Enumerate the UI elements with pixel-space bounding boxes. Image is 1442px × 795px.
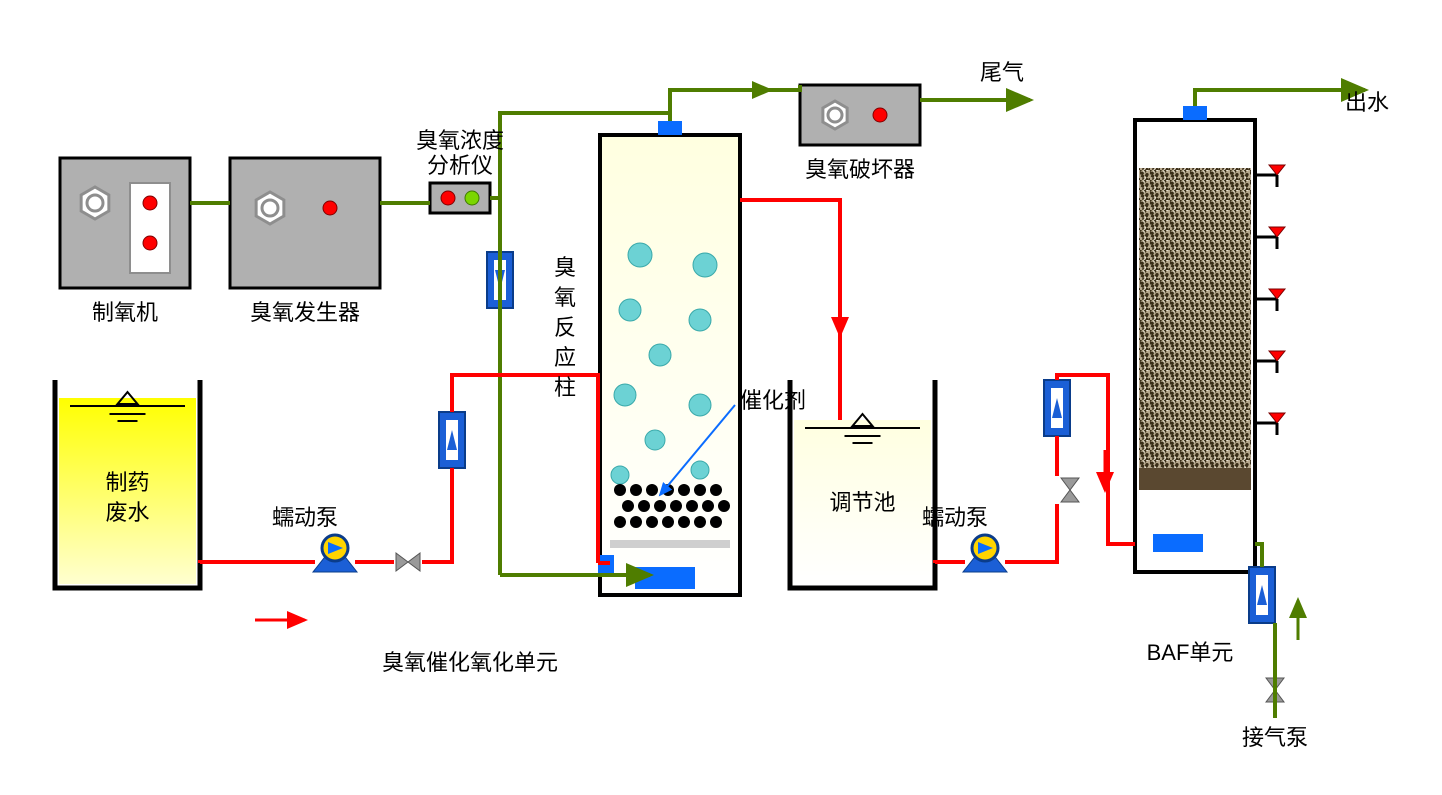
ozone-generator <box>230 158 380 288</box>
label-reactor-4: 柱 <box>554 375 576 400</box>
ozone-reactor-column <box>598 121 740 595</box>
flowmeter-air <box>1249 567 1275 623</box>
oxygen-generator <box>60 158 190 288</box>
label-exhaust: 尾气 <box>980 60 1024 85</box>
label-analyzer-2: 分析仪 <box>427 153 493 178</box>
label-catalyst: 催化剂 <box>740 388 806 413</box>
label-pump-2: 蠕动泵 <box>922 505 988 530</box>
label-reg-tank: 调节池 <box>829 490 895 515</box>
flowmeter-liquid-1 <box>439 412 465 468</box>
label-wastewater-1: 制药 <box>105 470 149 495</box>
label-reactor-2: 反 <box>554 315 576 340</box>
label-destroyer: 臭氧破坏器 <box>805 157 915 182</box>
label-reactor-1: 氧 <box>554 285 576 310</box>
label-air-pump: 接气泵 <box>1242 725 1308 750</box>
label-reactor-0: 臭 <box>554 255 576 280</box>
label-wastewater-2: 废水 <box>105 500 149 525</box>
label-ozone-gen: 臭氧发生器 <box>250 300 360 325</box>
label-pump-1: 蠕动泵 <box>272 505 338 530</box>
ozone-destroyer <box>800 85 920 145</box>
flowmeter-liquid-2 <box>1044 380 1070 436</box>
label-effluent: 出水 <box>1345 90 1389 115</box>
label-section-baf: BAF单元 <box>1147 640 1234 665</box>
label-reactor-3: 应 <box>554 345 576 370</box>
label-section-ozone: 臭氧催化氧化单元 <box>382 650 558 675</box>
label-analyzer-1: 臭氧浓度 <box>416 128 504 153</box>
label-oxygen-gen: 制氧机 <box>92 300 158 325</box>
ozone-analyzer <box>430 183 490 213</box>
